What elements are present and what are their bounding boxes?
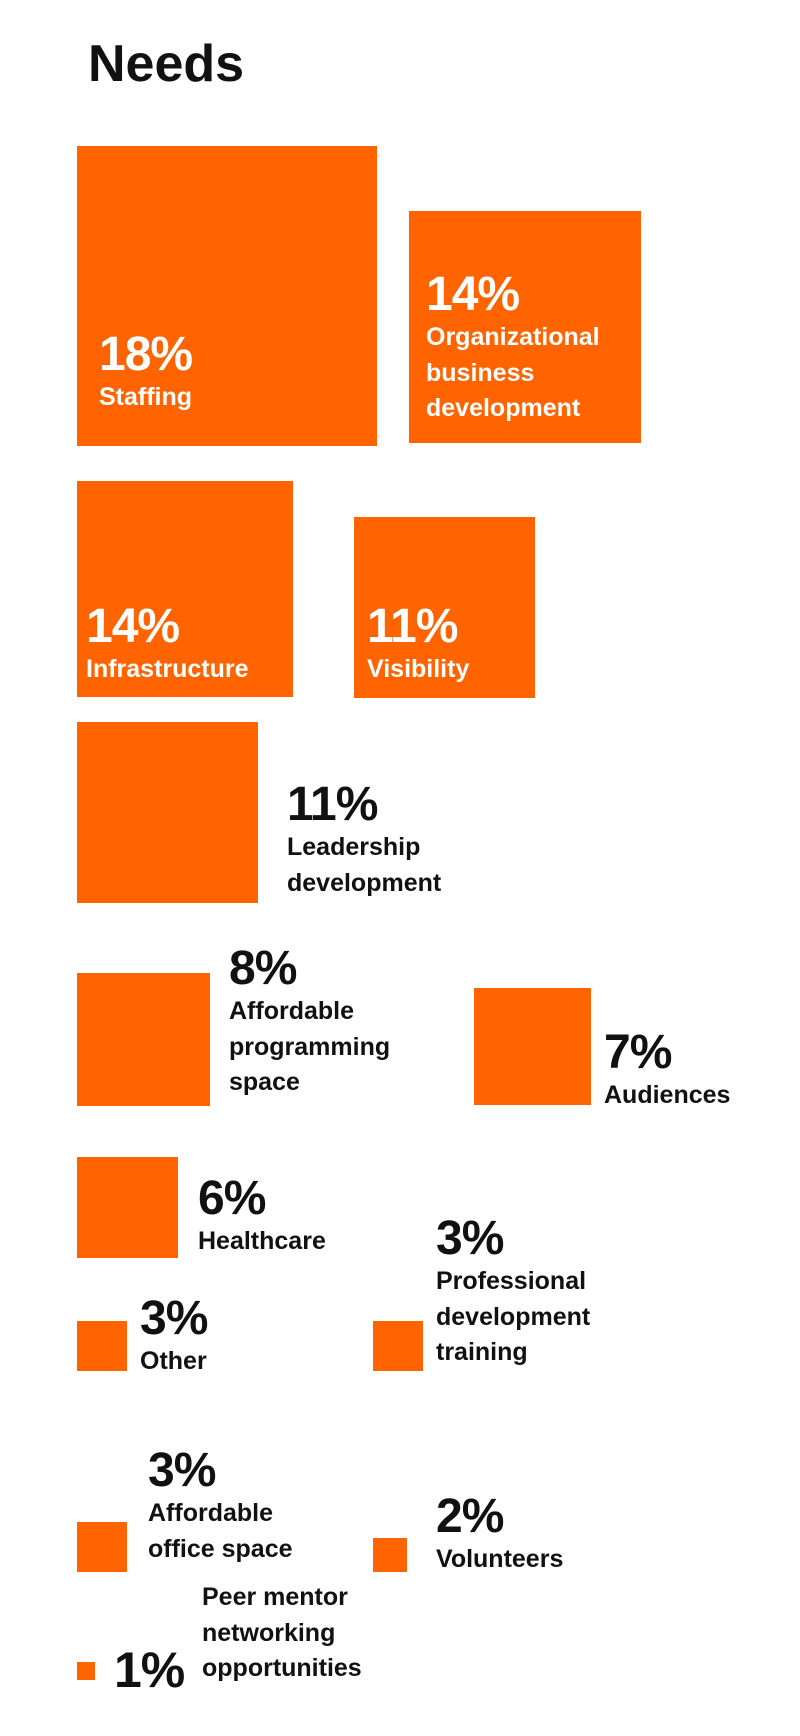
- name-volunteers: Volunteers: [436, 1545, 564, 1574]
- name-other: Other: [140, 1347, 207, 1376]
- name-healthcare: Healthcare: [198, 1227, 326, 1256]
- square-other: [77, 1321, 127, 1371]
- pct-organizational-business-development: 14%: [426, 268, 520, 321]
- label-affordable-office-space: 3% Affordable office space: [148, 1444, 293, 1567]
- name-infrastructure: Infrastructure: [86, 655, 249, 684]
- square-staffing: [77, 146, 377, 446]
- square-leadership-development: [77, 722, 258, 903]
- label-leadership-development: 11% Leadership development: [287, 778, 442, 901]
- name-staffing: Staffing: [99, 383, 193, 412]
- label-affordable-programming-space: 8% Affordable programming space: [229, 942, 391, 1101]
- pct-visibility: 11%: [367, 600, 458, 653]
- label-infrastructure: 14% Infrastructure: [86, 600, 249, 688]
- name-audiences: Audiences: [604, 1081, 731, 1110]
- label-organizational-business-development: 14% Organizational business development: [426, 268, 600, 427]
- label-healthcare: 6% Healthcare: [198, 1172, 326, 1260]
- pct-staffing: 18%: [99, 328, 193, 381]
- label-visibility: 11% Visibility: [367, 600, 470, 688]
- pct-affordable-programming-space: 8%: [229, 942, 297, 995]
- square-organizational-business-development: [409, 211, 641, 443]
- name-professional-development-training: Professional development training: [436, 1267, 591, 1367]
- square-audiences: [474, 988, 591, 1105]
- name-visibility: Visibility: [367, 655, 470, 684]
- label-staffing: 18% Staffing: [99, 328, 193, 416]
- square-volunteers: [373, 1538, 407, 1572]
- square-infrastructure: [77, 481, 293, 697]
- label-professional-development-training: 3% Professional development training: [436, 1212, 591, 1371]
- pct-infrastructure: 14%: [86, 600, 180, 653]
- name-affordable-office-space: Affordable office space: [148, 1499, 293, 1563]
- square-healthcare: [77, 1157, 178, 1258]
- pct-volunteers: 2%: [436, 1490, 504, 1543]
- label-other: 3% Other: [140, 1292, 208, 1380]
- pct-leadership-development: 11%: [287, 778, 378, 831]
- square-professional-development-training: [373, 1321, 423, 1371]
- pct-peer-mentor-networking-opportunities: 1%: [114, 1642, 185, 1698]
- pct-audiences: 7%: [604, 1026, 672, 1079]
- pct-healthcare: 6%: [198, 1172, 266, 1225]
- pct-other: 3%: [140, 1292, 208, 1345]
- square-visibility: [354, 517, 535, 698]
- label-volunteers: 2% Volunteers: [436, 1490, 564, 1578]
- chart-title: Needs: [88, 35, 245, 93]
- name-peer-mentor-networking-opportunities: Peer mentor networking opportunities: [202, 1583, 362, 1682]
- label-audiences: 7% Audiences: [604, 1026, 731, 1114]
- square-affordable-programming-space: [77, 973, 210, 1106]
- pct-professional-development-training: 3%: [436, 1212, 504, 1265]
- pct-affordable-office-space: 3%: [148, 1444, 216, 1497]
- name-leadership-development: Leadership development: [287, 833, 442, 897]
- square-affordable-office-space: [77, 1522, 127, 1572]
- name-organizational-business-development: Organizational business development: [426, 323, 600, 423]
- name-affordable-programming-space: Affordable programming space: [229, 997, 391, 1097]
- square-peer-mentor-networking-opportunities: [77, 1662, 95, 1680]
